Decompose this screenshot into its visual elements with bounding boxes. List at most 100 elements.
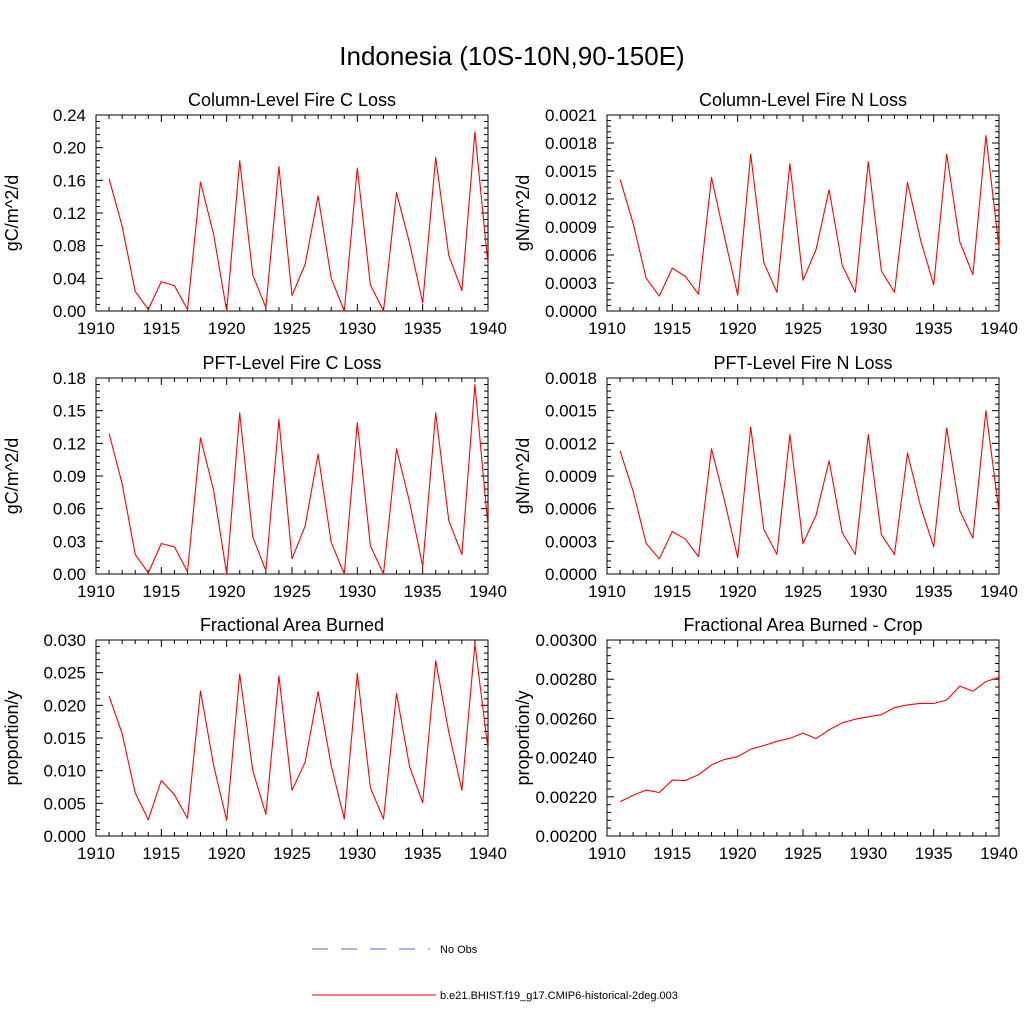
chart-4-ytick-label: 0.0012 <box>545 434 597 453</box>
figure-title: Indonesia (10S-10N,90-150E) <box>339 41 684 71</box>
chart-5-xtick-label: 1910 <box>77 844 115 863</box>
chart-6-xtick-label: 1920 <box>719 844 757 863</box>
chart-2-ytick-label: 0.0018 <box>545 134 597 153</box>
chart-5-ytick-label: 0.000 <box>43 827 86 846</box>
chart-2-xtick-label: 1940 <box>980 319 1018 338</box>
chart-5-frame <box>95 639 489 837</box>
chart-3-xtick-label: 1935 <box>404 582 442 601</box>
chart-3-xtick-label: 1940 <box>469 582 507 601</box>
chart-3-xtick-label: 1915 <box>142 582 180 601</box>
chart-1-ytick-label: 0.08 <box>53 237 86 256</box>
chart-4-ytick-label: 0.0000 <box>545 565 597 584</box>
chart-4-ytick-label: 0.0003 <box>545 532 597 551</box>
chart-3-xtick-label: 1925 <box>273 582 311 601</box>
chart-panel-1: Column-Level Fire C Loss gC/m^2/d 1910 1915… <box>2 90 507 338</box>
chart-3-xtick-label: 1930 <box>338 582 376 601</box>
panels: Column-Level Fire C Loss gC/m^2/d 1910 1915… <box>2 90 1018 863</box>
chart-3-xtick-label: 1910 <box>77 582 115 601</box>
chart-panel-2: Column-Level Fire N Loss gN/m^2/d 1910 1915… <box>513 90 1018 338</box>
chart-1-xtick-label: 1915 <box>142 319 180 338</box>
chart-1-series-line <box>108 131 489 312</box>
chart-2-xtick-label: 1930 <box>849 319 887 338</box>
chart-3-ytick-label: 0.18 <box>53 369 86 388</box>
chart-1-xtick-label: 1920 <box>208 319 246 338</box>
chart-2-xtick-label: 1935 <box>915 319 953 338</box>
chart-panel-3: PFT-Level Fire C Loss gC/m^2/d 1910 1915 192… <box>2 353 507 601</box>
chart-2-xtick-label: 1915 <box>653 319 691 338</box>
chart-4-xtick-label: 1940 <box>980 582 1018 601</box>
legend: No Obs b.e21.BHIST.f19_g17.CMIP6-histori… <box>312 944 678 1002</box>
chart-6-frame <box>606 639 1000 837</box>
chart-4-ytick-label: 0.0015 <box>545 402 597 421</box>
chart-1-xtick-label: 1910 <box>77 319 115 338</box>
chart-2-xtick-label: 1925 <box>784 319 822 338</box>
chart-2-ytick-label: 0.0015 <box>545 162 597 181</box>
chart-panel-5: Fractional Area Burned proportion/y 1910 19… <box>2 615 507 863</box>
chart-3-ytick-label: 0.03 <box>53 532 86 551</box>
chart-6-xtick-label: 1935 <box>915 844 953 863</box>
chart-3-ytick-label: 0.09 <box>53 467 86 486</box>
chart-5-xtick-label: 1935 <box>404 844 442 863</box>
chart-1-ytick-label: 0.16 <box>53 171 86 190</box>
chart-panel-4: PFT-Level Fire N Loss gN/m^2/d 1910 1915 192… <box>513 353 1018 601</box>
chart-4-ytick-label: 0.0006 <box>545 500 597 519</box>
chart-5-xtick-label: 1940 <box>469 844 507 863</box>
chart-1-frame <box>95 114 489 312</box>
chart-2-ytick-label: 0.0009 <box>545 218 597 237</box>
chart-1-xtick-label: 1935 <box>404 319 442 338</box>
chart-2-xtick-label: 1910 <box>588 319 626 338</box>
chart-5-ytick-label: 0.020 <box>43 696 86 715</box>
chart-3-ytick-label: 0.15 <box>53 402 86 421</box>
legend-model-label: b.e21.BHIST.f19_g17.CMIP6-historical-2de… <box>440 990 678 1002</box>
chart-3-ylabel: gC/m^2/d <box>2 438 22 514</box>
chart-2-ytick-label: 0.0012 <box>545 190 597 209</box>
chart-5-ytick-label: 0.030 <box>43 631 86 650</box>
chart-4-xtick-label: 1920 <box>719 582 757 601</box>
chart-3-ytick-label: 0.00 <box>53 565 86 584</box>
chart-3-xtick-label: 1920 <box>208 582 246 601</box>
chart-5-series-line <box>108 643 489 821</box>
chart-1-xtick-label: 1930 <box>338 319 376 338</box>
chart-2-ytick-label: 0.0006 <box>545 246 597 265</box>
chart-4-xtick-label: 1935 <box>915 582 953 601</box>
chart-6-series-line <box>619 676 1000 803</box>
legend-obs-label: No Obs <box>440 944 478 956</box>
chart-5-ytick-label: 0.005 <box>43 794 86 813</box>
chart-4-ytick-label: 0.0018 <box>545 369 597 388</box>
chart-2-ytick-label: 0.0000 <box>545 302 597 321</box>
chart-1-ytick-label: 0.04 <box>53 269 86 288</box>
chart-4-xtick-label: 1915 <box>653 582 691 601</box>
chart-2-ytick-label: 0.0021 <box>545 106 597 125</box>
chart-1-ytick-label: 0.00 <box>53 302 86 321</box>
chart-panel-6: Fractional Area Burned - Crop proportion/… <box>513 615 1018 863</box>
chart-6-ytick-label: 0.00280 <box>536 670 597 689</box>
chart-3-ytick-label: 0.12 <box>53 434 86 453</box>
chart-5-ytick-label: 0.015 <box>43 729 86 748</box>
chart-6-ytick-label: 0.00300 <box>536 631 597 650</box>
chart-6-xtick-label: 1930 <box>849 844 887 863</box>
chart-5-ylabel: proportion/y <box>2 690 22 785</box>
chart-6-ytick-label: 0.00220 <box>536 788 597 807</box>
chart-5-xtick-label: 1925 <box>273 844 311 863</box>
chart-2-xtick-label: 1920 <box>719 319 757 338</box>
chart-6-ytick-label: 0.00240 <box>536 749 597 768</box>
chart-6-ylabel: proportion/y <box>513 690 533 785</box>
chart-1-title: Column-Level Fire C Loss <box>188 90 396 110</box>
chart-2-ytick-label: 0.0003 <box>545 274 597 293</box>
chart-6-xtick-label: 1910 <box>588 844 626 863</box>
chart-4-xtick-label: 1930 <box>849 582 887 601</box>
chart-4-series-line <box>619 410 1000 560</box>
chart-4-xtick-label: 1925 <box>784 582 822 601</box>
chart-6-ytick-label: 0.00260 <box>536 709 597 728</box>
chart-1-ytick-label: 0.12 <box>53 204 86 223</box>
chart-5-xtick-label: 1920 <box>208 844 246 863</box>
chart-5-xtick-label: 1930 <box>338 844 376 863</box>
chart-1-ytick-label: 0.24 <box>53 106 86 125</box>
chart-5-xtick-label: 1915 <box>142 844 180 863</box>
chart-1-ytick-label: 0.20 <box>53 139 86 158</box>
chart-5-ytick-label: 0.025 <box>43 664 86 683</box>
chart-4-ylabel: gN/m^2/d <box>513 438 533 514</box>
chart-2-ylabel: gN/m^2/d <box>513 175 533 251</box>
chart-4-title: PFT-Level Fire N Loss <box>713 353 892 373</box>
